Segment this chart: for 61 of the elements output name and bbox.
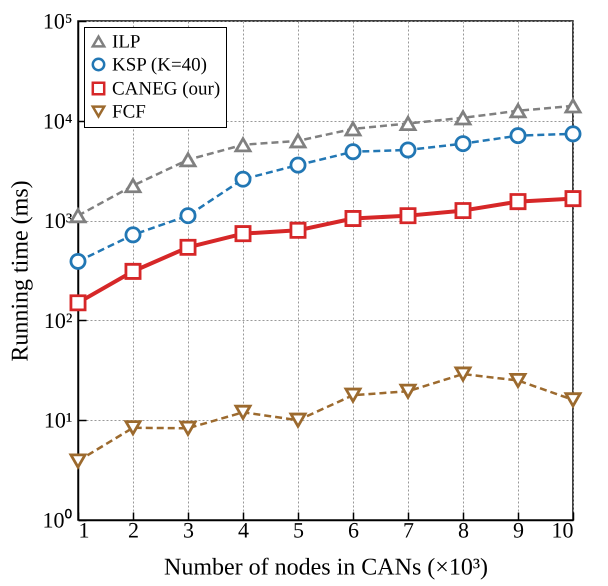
point: [234, 404, 252, 420]
point: [400, 207, 416, 224]
point: [564, 190, 582, 208]
point: [400, 142, 416, 158]
point: [454, 135, 472, 152]
x-tick-label: 4: [238, 518, 249, 542]
legend-label: ILP: [112, 32, 140, 52]
point: [124, 420, 142, 436]
x-tick-label: 7: [403, 518, 414, 542]
point: [454, 366, 472, 382]
point: [510, 372, 526, 388]
y-tick-label: 10²: [44, 308, 73, 333]
point: [564, 392, 582, 408]
point: [290, 156, 306, 174]
point: [180, 152, 196, 168]
point: [454, 110, 472, 126]
point: [234, 137, 252, 152]
x-tick-label: 3: [183, 518, 194, 542]
point: [70, 252, 86, 270]
point: [124, 262, 142, 280]
point: [70, 453, 86, 469]
x-tick-label: 2: [128, 518, 139, 542]
point: [564, 98, 582, 114]
legend-label: KSP (K=40): [112, 54, 207, 76]
point: [344, 121, 362, 136]
point: [180, 238, 196, 256]
x-tick-label: 9: [513, 518, 524, 542]
legend-label: FCF: [112, 102, 146, 122]
y-tick-label: 10¹: [44, 408, 72, 433]
point: [290, 133, 306, 148]
x-tick-label: 8: [458, 518, 469, 542]
x-tick-label: 10: [552, 518, 574, 542]
point: [510, 103, 526, 118]
point: [234, 170, 252, 188]
legend-label: CANEG (our): [112, 78, 220, 100]
point: [454, 202, 472, 220]
x-tick-label: 1: [78, 518, 90, 542]
point: [344, 210, 362, 227]
y-tick-label: 10⁴: [42, 108, 73, 134]
x-axis-title: Number of nodes in CANs (×10³): [164, 554, 488, 580]
point: [180, 207, 196, 224]
point: [124, 226, 142, 244]
point: [290, 222, 306, 239]
point: [510, 127, 526, 144]
point: [124, 178, 142, 194]
point: [234, 225, 252, 242]
point: [564, 125, 582, 142]
y-tick-label: 10⁵: [42, 8, 72, 34]
point: [70, 294, 86, 312]
x-tick-label: 5: [293, 518, 304, 542]
point: [344, 388, 362, 403]
y-tick-label: 10³: [44, 208, 73, 234]
y-tick-label: 10⁰: [42, 508, 72, 532]
y-axis-title: Running time (ms): [8, 180, 34, 362]
point: [290, 412, 306, 428]
x-tick-label: 6: [348, 518, 359, 542]
point: [344, 143, 362, 160]
point: [400, 116, 416, 132]
point: [400, 384, 416, 399]
point: [510, 193, 526, 210]
point: [180, 420, 196, 436]
